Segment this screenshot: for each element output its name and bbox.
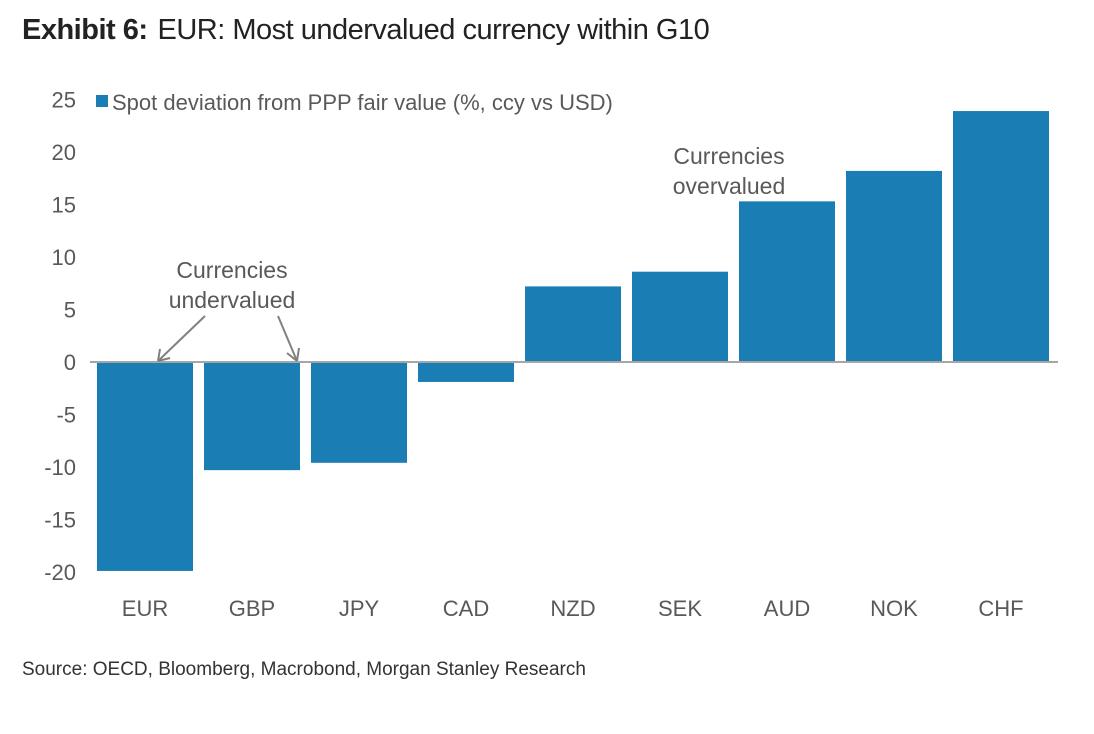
annotation-overvalued-line2: overvalued [673,173,786,199]
chart-title: Exhibit 6: EUR: Most undervalued currency… [22,14,710,47]
legend-label: Spot deviation from PPP fair value (%, c… [112,90,613,115]
y-tick-label: 15 [52,193,76,218]
y-tick-label: 5 [64,298,76,323]
y-tick-label: 0 [64,350,76,375]
y-tick-label: -10 [44,455,76,480]
title-text: EUR: Most undervalued currency within G1… [157,14,710,46]
y-tick-label: -20 [44,560,76,585]
bar-jpy [311,362,407,463]
annotation-undervalued-line2: undervalued [169,287,296,313]
x-tick-label: AUD [764,596,810,621]
x-tick-label: NOK [870,596,918,621]
bar-eur [97,362,193,571]
x-tick-label: CHF [978,596,1023,621]
bar-sek [632,271,728,362]
legend-swatch [96,95,108,107]
y-tick-label: 10 [52,245,76,270]
arrow-eur [157,315,206,362]
source-note: Source: OECD, Bloomberg, Macrobond, Morg… [22,659,586,680]
y-tick-label: 25 [52,88,76,113]
x-tick-label: JPY [339,596,380,621]
bar-nok [846,170,942,362]
bar-aud [739,201,835,362]
arrow-gbp [277,315,298,362]
arrowhead-gbp [286,347,300,362]
y-tick-label: -15 [44,508,76,533]
bar-nzd [525,286,621,362]
x-tick-label: CAD [443,596,489,621]
bar-cad [418,362,514,382]
bar-gbp [204,362,300,471]
bar-chf [953,111,1049,362]
x-tick-label: EUR [122,596,168,621]
arrowhead-eur [157,348,171,362]
y-tick-label: 20 [52,140,76,165]
x-tick-label: GBP [229,596,275,621]
annotation-undervalued-line1: Currencies [176,257,287,283]
exhibit-label: Exhibit 6: [22,14,148,46]
annotation-overvalued-line1: Currencies [673,143,784,169]
x-tick-label: SEK [658,596,702,621]
y-tick-label: -5 [56,403,76,428]
x-tick-label: NZD [550,596,595,621]
